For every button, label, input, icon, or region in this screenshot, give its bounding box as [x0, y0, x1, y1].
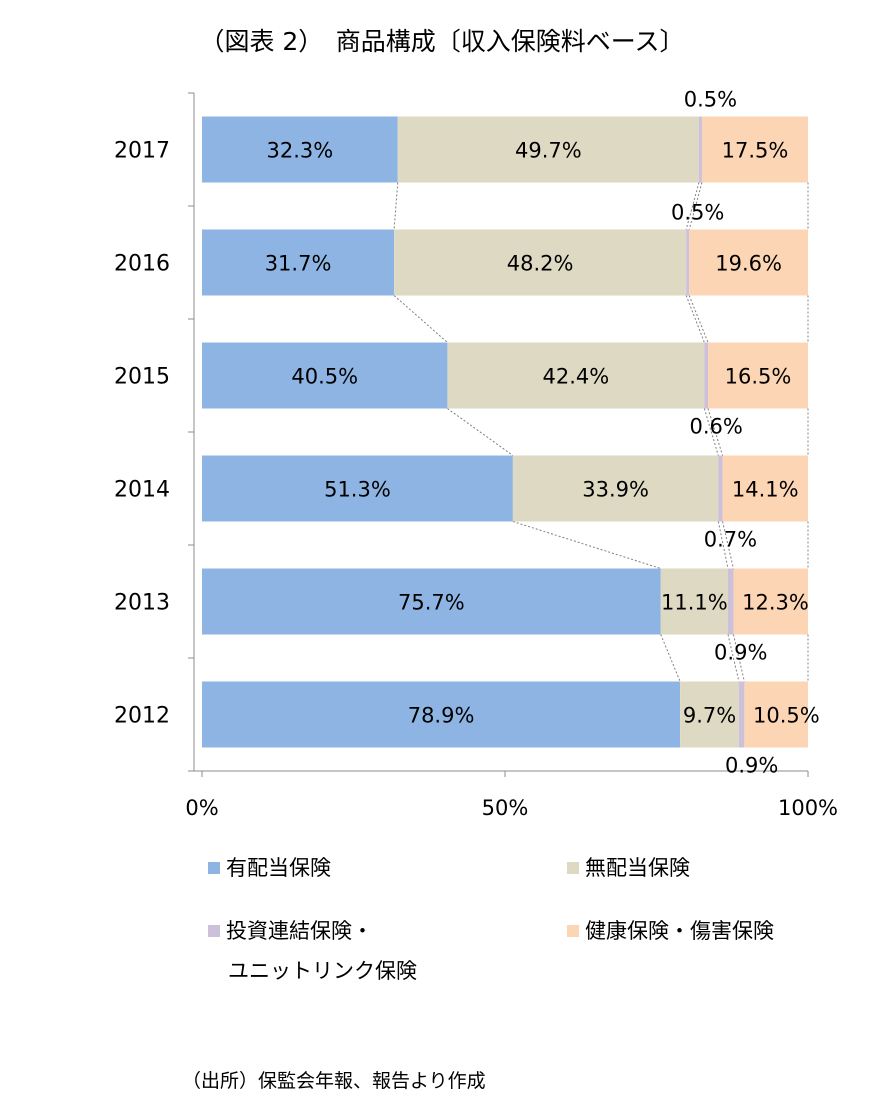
bar-segment	[698, 116, 702, 183]
y-tick-label: 2012	[114, 704, 170, 729]
bar-segment	[394, 229, 687, 296]
data-label: 11.1%	[661, 591, 728, 615]
legend-label: 無配当保険	[585, 856, 690, 880]
series-connector-line	[393, 295, 448, 343]
bar-segment	[733, 568, 808, 635]
bar-segment	[728, 568, 734, 635]
series-connector-line	[688, 295, 709, 343]
legend-label: 投資連結保険・	[226, 919, 373, 943]
bar-segment	[397, 116, 699, 183]
data-label: 9.7%	[683, 704, 736, 728]
series-connector-line	[393, 182, 399, 230]
y-tick-label: 2014	[114, 478, 170, 503]
x-tick-label: 0%	[185, 796, 218, 820]
series-connector-line	[660, 634, 681, 682]
legend-swatch	[208, 925, 220, 937]
y-tick-label: 2016	[114, 252, 170, 277]
data-label: 16.5%	[725, 365, 792, 389]
legend-swatch	[567, 925, 579, 937]
bar-segment	[660, 568, 729, 635]
data-label: 51.3%	[324, 478, 391, 502]
bar-segment	[202, 342, 448, 409]
y-tick-label: 2015	[114, 365, 170, 390]
y-tick-label: 2017	[114, 139, 170, 164]
legend-swatch	[567, 862, 579, 874]
bar-segment	[738, 681, 745, 748]
data-label: 0.5%	[671, 201, 724, 225]
series-connector-line	[685, 295, 705, 343]
data-label: 48.2%	[507, 252, 574, 276]
source-note: （出所）保監会年報、報告より作成	[182, 1070, 486, 1092]
bar-segment	[701, 116, 808, 183]
data-label: 32.3%	[267, 139, 334, 163]
bar-segment	[202, 455, 513, 522]
data-label: 17.5%	[722, 139, 789, 163]
bar-segment	[202, 116, 398, 183]
x-tick-label: 100%	[778, 796, 838, 820]
chart-title: （図表 2） 商品構成〔収入保険料ベース〕	[199, 27, 684, 56]
data-label: 42.4%	[543, 365, 610, 389]
series-connector-line	[447, 408, 514, 456]
series-connector-line	[685, 182, 700, 230]
bar-segment	[689, 229, 808, 296]
series-connector-line	[512, 521, 661, 569]
bar-segment	[202, 229, 395, 296]
bar-segment	[512, 455, 719, 522]
bar-segment	[704, 342, 709, 409]
series-connector-line	[703, 408, 719, 456]
series-connector-line	[732, 634, 745, 682]
data-label: 0.6%	[690, 415, 743, 439]
data-label: 12.3%	[742, 591, 809, 615]
y-tick-label: 2013	[114, 591, 170, 616]
data-label: 33.9%	[582, 478, 649, 502]
series-connector-line	[707, 408, 724, 456]
data-label: 31.7%	[265, 252, 332, 276]
legend-label: 有配当保険	[226, 856, 331, 880]
legend-label: ユニットリンク保険	[228, 959, 417, 983]
bar-segment	[708, 342, 808, 409]
data-label: 75.7%	[398, 591, 465, 615]
data-label: 19.6%	[715, 252, 782, 276]
bar-segment	[686, 229, 690, 296]
data-label: 10.5%	[753, 704, 820, 728]
data-label: 0.9%	[725, 754, 778, 778]
data-label: 40.5%	[291, 365, 358, 389]
series-connector-line	[688, 182, 703, 230]
plot-area: 0% 50% 100% 2017 2016 2015 2014 2013 2012 32.3% 49…	[114, 88, 838, 821]
bar-segment	[447, 342, 705, 409]
series-connector-line	[722, 521, 734, 569]
bar-segment	[718, 455, 723, 522]
bar-segment	[680, 681, 739, 748]
series-connector-line	[727, 634, 740, 682]
data-label: 14.1%	[732, 478, 799, 502]
legend-swatch	[208, 862, 220, 874]
bar-segment	[202, 568, 661, 635]
data-label: 49.7%	[515, 139, 582, 163]
bar-segment	[744, 681, 808, 748]
bar-segment	[202, 681, 681, 748]
bar-segment	[722, 455, 808, 522]
legend-label: 健康保険・傷害保険	[585, 919, 774, 943]
x-tick-label: 50%	[482, 796, 529, 820]
data-label: 0.9%	[714, 641, 767, 665]
data-label: 0.7%	[704, 528, 757, 552]
data-label: 78.9%	[408, 704, 475, 728]
data-label: 0.5%	[684, 88, 737, 112]
